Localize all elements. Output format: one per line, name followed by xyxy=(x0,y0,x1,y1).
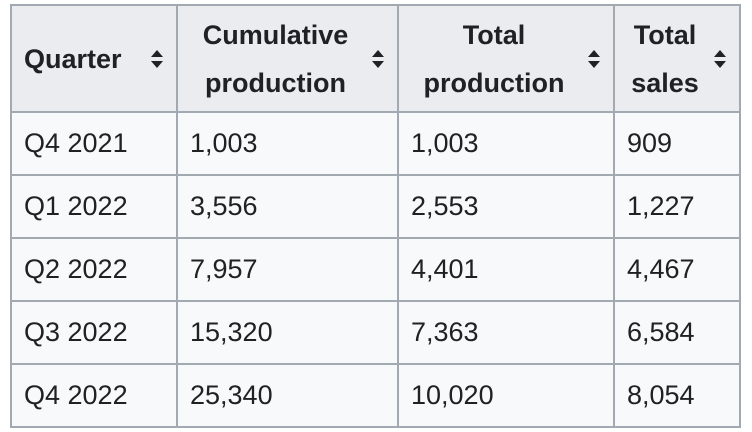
table-cell: 3,556 xyxy=(176,174,399,239)
table-cell: Q2 2022 xyxy=(10,237,178,302)
table-row: Q4 2022 25,340 10,020 8,054 xyxy=(10,363,741,428)
table-cell: 10,020 xyxy=(397,363,615,428)
column-header-quarter[interactable]: Quarter xyxy=(10,4,178,113)
table-cell: 1,003 xyxy=(397,111,615,176)
table-row: Q4 2021 1,003 1,003 909 xyxy=(10,111,741,176)
table-cell: 1,003 xyxy=(176,111,399,176)
table-cell: 25,340 xyxy=(176,363,399,428)
header-line: production xyxy=(205,67,346,98)
header-line: Total xyxy=(633,19,697,50)
sort-icon[interactable] xyxy=(587,49,601,69)
header-line: Cumulative xyxy=(202,19,349,50)
data-table-wrapper: Quarter Cumulative production xyxy=(10,4,741,428)
table-cell: 7,363 xyxy=(397,300,615,365)
table-cell: 4,467 xyxy=(613,237,741,302)
header-line: Total xyxy=(462,19,526,50)
column-header-total-sales[interactable]: Total sales xyxy=(613,4,741,113)
sort-icon[interactable] xyxy=(150,49,164,69)
column-header-label: Total sales xyxy=(627,11,703,107)
table-cell: 6,584 xyxy=(613,300,741,365)
header-line: Quarter xyxy=(24,43,122,74)
table-cell: 15,320 xyxy=(176,300,399,365)
table-cell: Q3 2022 xyxy=(10,300,178,365)
table-row: Q1 2022 3,556 2,553 1,227 xyxy=(10,174,741,239)
table-cell: Q1 2022 xyxy=(10,174,178,239)
column-header-label: Total production xyxy=(411,11,577,107)
header-row: Quarter Cumulative production xyxy=(10,4,741,113)
table-row: Q2 2022 7,957 4,401 4,467 xyxy=(10,237,741,302)
column-header-label: Quarter xyxy=(24,35,140,83)
table-cell: Q4 2022 xyxy=(10,363,178,428)
production-sales-table: Quarter Cumulative production xyxy=(10,4,741,428)
table-row: Q3 2022 15,320 7,363 6,584 xyxy=(10,300,741,365)
table-cell: 4,401 xyxy=(397,237,615,302)
header-line: sales xyxy=(631,67,699,98)
table-cell: 7,957 xyxy=(176,237,399,302)
table-cell: 909 xyxy=(613,111,741,176)
table-cell: 2,553 xyxy=(397,174,615,239)
table-cell: Q4 2021 xyxy=(10,111,178,176)
column-header-total-production[interactable]: Total production xyxy=(397,4,615,113)
header-line: production xyxy=(423,67,565,98)
column-header-cumulative-production[interactable]: Cumulative production xyxy=(176,4,399,113)
table-cell: 8,054 xyxy=(613,363,741,428)
table-cell: 1,227 xyxy=(613,174,741,239)
column-header-label: Cumulative production xyxy=(190,11,361,107)
sort-icon[interactable] xyxy=(371,49,385,69)
sort-icon[interactable] xyxy=(713,49,727,69)
